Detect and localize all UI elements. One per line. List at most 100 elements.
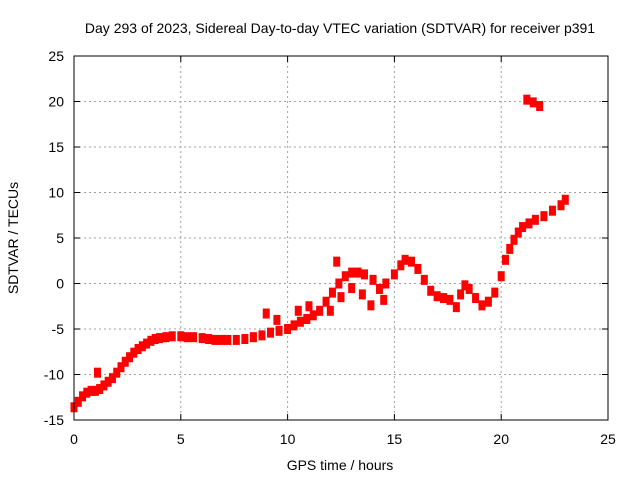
data-point — [506, 243, 514, 254]
data-point — [348, 283, 356, 294]
data-point — [138, 341, 146, 352]
data-point — [284, 324, 292, 334]
data-point — [108, 373, 116, 384]
data-point — [296, 316, 304, 327]
data-point — [341, 271, 349, 282]
data-point — [514, 227, 522, 238]
x-tick-label: 25 — [600, 431, 616, 447]
data-point — [427, 285, 435, 296]
data-point — [294, 305, 302, 316]
data-point — [326, 305, 334, 316]
y-tick-labels: -15 -10 -5 0 5 10 15 20 25 — [44, 48, 64, 428]
data-point — [93, 367, 101, 378]
data-point — [519, 222, 527, 233]
x-tick-labels: 0 5 10 15 20 25 — [70, 431, 616, 447]
data-points — [70, 94, 569, 413]
data-point — [96, 384, 104, 395]
data-point — [523, 94, 531, 105]
data-point — [525, 218, 533, 229]
data-point — [168, 331, 176, 342]
data-point — [100, 380, 108, 391]
data-point — [249, 332, 257, 343]
data-point — [380, 294, 388, 305]
data-point — [79, 391, 87, 402]
data-point — [309, 310, 317, 321]
data-point — [205, 334, 213, 345]
data-point — [87, 385, 95, 396]
tick-marks — [73, 55, 609, 421]
data-point — [121, 356, 129, 367]
data-point — [369, 274, 377, 285]
data-point — [134, 344, 142, 355]
x-tick-label: 5 — [177, 431, 185, 447]
data-point — [457, 289, 465, 300]
data-point — [348, 267, 356, 278]
data-point — [501, 254, 509, 265]
data-point — [130, 347, 138, 358]
data-point — [407, 256, 415, 267]
data-point — [303, 313, 311, 324]
data-point — [540, 211, 548, 222]
data-point — [401, 254, 409, 265]
data-point — [367, 300, 375, 311]
data-point — [322, 296, 330, 307]
data-point — [478, 300, 486, 311]
data-point — [113, 367, 121, 378]
data-point — [414, 263, 422, 274]
data-point — [529, 97, 537, 108]
data-point — [465, 283, 473, 294]
data-point — [198, 333, 206, 344]
grid-lines — [74, 56, 608, 420]
y-tick-label: -5 — [52, 321, 65, 337]
data-point — [335, 278, 343, 289]
data-point — [211, 334, 219, 345]
data-point — [177, 331, 185, 342]
data-point — [151, 334, 159, 345]
data-point — [258, 330, 266, 341]
data-point — [83, 387, 91, 398]
data-point — [305, 301, 313, 312]
data-point — [328, 287, 336, 298]
data-point — [224, 334, 232, 345]
data-point — [354, 267, 362, 278]
data-point — [241, 334, 249, 345]
data-point — [472, 293, 480, 304]
y-tick-label: 5 — [56, 230, 64, 246]
data-point — [273, 314, 281, 325]
data-point — [420, 274, 428, 285]
x-tick-label: 10 — [280, 431, 296, 447]
data-point — [510, 234, 518, 245]
data-point — [536, 101, 544, 112]
chart-title: Day 293 of 2023, Sidereal Day-to-day VTE… — [85, 20, 595, 36]
data-point — [74, 396, 82, 407]
data-point — [275, 325, 283, 336]
data-point — [461, 280, 469, 291]
y-tick-label: 10 — [48, 185, 64, 201]
data-point — [360, 269, 368, 280]
data-point — [104, 376, 112, 387]
data-point — [190, 332, 198, 343]
data-point — [382, 278, 390, 289]
data-point — [397, 260, 405, 271]
x-axis-label: GPS time / hours — [287, 457, 394, 473]
data-point — [262, 308, 270, 319]
data-point — [147, 335, 155, 346]
data-point — [557, 200, 565, 211]
data-point — [390, 269, 398, 280]
y-axis-label: SDTVAR / TECUs — [5, 182, 21, 294]
data-point — [117, 362, 125, 373]
y-tick-label: 15 — [48, 139, 64, 155]
data-point — [561, 194, 569, 205]
data-point — [358, 289, 366, 300]
data-point — [267, 327, 275, 338]
data-point — [333, 256, 341, 267]
data-point — [446, 294, 454, 305]
y-tick-label: 20 — [48, 94, 64, 110]
data-point — [375, 283, 383, 294]
data-point — [143, 338, 151, 349]
data-point — [484, 296, 492, 307]
data-point — [452, 302, 460, 313]
data-point — [316, 305, 324, 316]
y-tick-label: 0 — [56, 276, 64, 292]
